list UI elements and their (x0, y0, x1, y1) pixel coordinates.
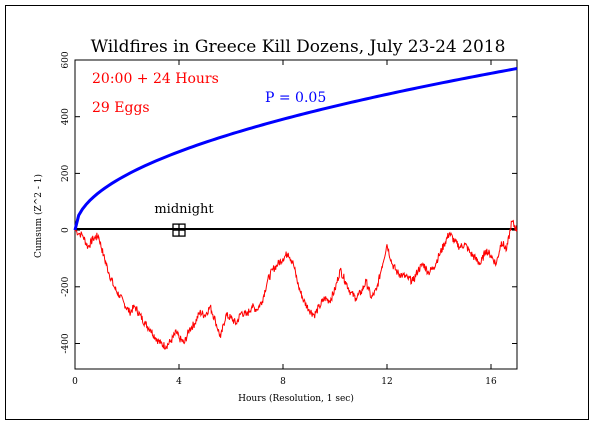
x-tick-label: 8 (280, 377, 286, 387)
p-value-label: P = 0.05 (265, 90, 326, 106)
time-window-label: 20:00 + 24 Hours (92, 71, 219, 87)
plot-area (74, 59, 518, 370)
y-tick-label: 400 (61, 108, 71, 125)
eggs-count-label: 29 Eggs (92, 100, 150, 116)
x-axis-label: Hours (Resolution, 1 sec) (238, 393, 354, 404)
y-axis-label: Cumsum (Z^2 - 1) (33, 174, 44, 258)
x-tick-label: 16 (485, 377, 497, 387)
midnight-marker (172, 223, 186, 237)
y-tick-label: -400 (61, 333, 71, 353)
y-tick-label: -200 (61, 276, 71, 296)
x-axis-ticks: 0 4 8 12 16 (72, 60, 497, 387)
y-axis-ticks: -400 -200 0 200 400 600 (61, 51, 517, 354)
y-tick-label: 0 (61, 227, 71, 233)
chart-title: Wildfires in Greece Kill Dozens, July 23… (91, 37, 506, 57)
x-tick-label: 0 (72, 377, 78, 387)
chart-frame (5, 5, 589, 420)
x-tick-label: 4 (176, 377, 182, 387)
p-value-curve (73, 67, 518, 231)
y-tick-label: 600 (61, 51, 71, 68)
x-tick-label: 12 (381, 377, 392, 387)
midnight-label: midnight (154, 202, 214, 217)
y-tick-label: 200 (61, 165, 71, 182)
cumsum-series-line (74, 219, 518, 350)
